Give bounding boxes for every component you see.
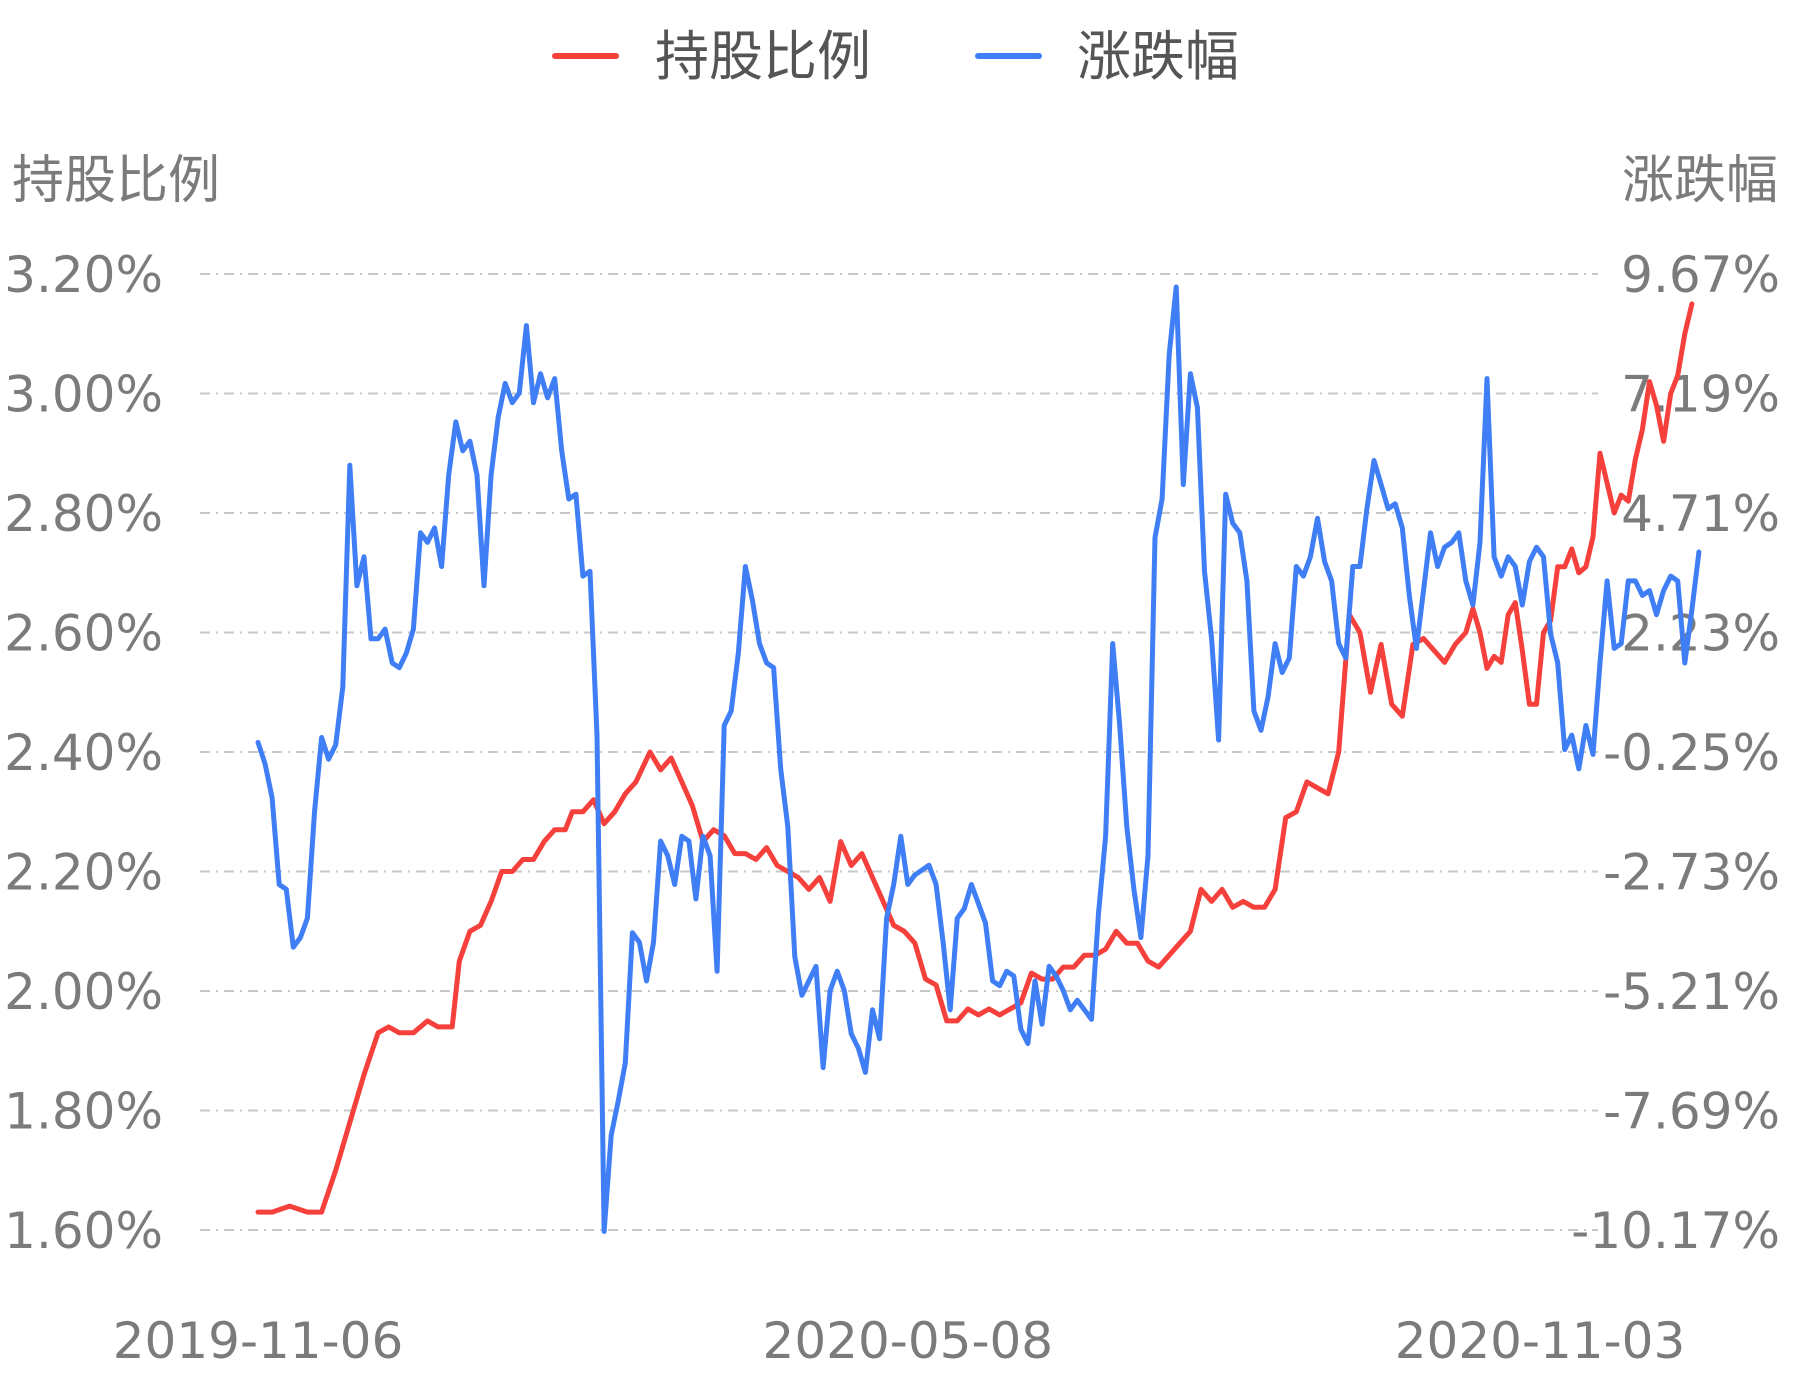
x-tick-label: 2019-11-06 <box>113 1312 404 1370</box>
grid-layer <box>200 273 1598 1231</box>
left-tick-label: 1.80% <box>4 1083 163 1141</box>
series-line-2 <box>255 284 1702 1234</box>
x-axis-ticks: 2019-11-06 2020-05-08 2020-11-03 <box>113 1312 1686 1370</box>
series-line-1 <box>255 301 1695 1215</box>
x-tick-label: 2020-11-03 <box>1395 1312 1686 1370</box>
right-tick-label: 2.23% <box>1621 605 1780 663</box>
right-tick-label: -7.69% <box>1603 1083 1780 1141</box>
series-layer <box>255 284 1702 1234</box>
legend-item-2[interactable]: 涨跌幅 <box>975 25 1239 88</box>
right-tick-label: 9.67% <box>1621 246 1780 304</box>
right-tick-label: -5.21% <box>1603 963 1780 1021</box>
left-tick-label: 1.60% <box>4 1202 163 1260</box>
left-tick-label: 2.80% <box>4 485 163 543</box>
right-axis-ticks: 9.67%7.19%4.71%2.23%-0.25%-2.73%-5.21%-7… <box>1571 246 1780 1260</box>
legend-label: 持股比例 <box>655 25 871 88</box>
legend-item-1[interactable]: 持股比例 <box>552 25 871 88</box>
left-axis-ticks: 3.20% 3.00% 2.80% 2.60% 2.40% 2.20% 2.00% 1.80%… <box>4 246 163 1260</box>
left-tick-label: 2.40% <box>4 724 163 782</box>
right-axis-title: 涨跌幅 <box>1622 151 1778 211</box>
right-tick-label: -10.17% <box>1571 1202 1780 1260</box>
legend[interactable]: 持股比例 涨跌幅 <box>552 25 1239 88</box>
left-tick-label: 2.20% <box>4 844 163 902</box>
left-tick-label: 2.60% <box>4 605 163 663</box>
right-tick-label: -2.73% <box>1603 844 1780 902</box>
left-tick-label: 3.20% <box>4 246 163 304</box>
right-tick-label: -0.25% <box>1603 724 1780 782</box>
right-tick-label: 4.71% <box>1621 485 1780 543</box>
x-tick-label: 2020-05-08 <box>763 1312 1054 1370</box>
left-tick-label: 3.00% <box>4 366 163 424</box>
legend-label: 涨跌幅 <box>1077 25 1239 88</box>
left-axis-title: 持股比例 <box>12 151 220 211</box>
left-tick-label: 2.00% <box>4 963 163 1021</box>
